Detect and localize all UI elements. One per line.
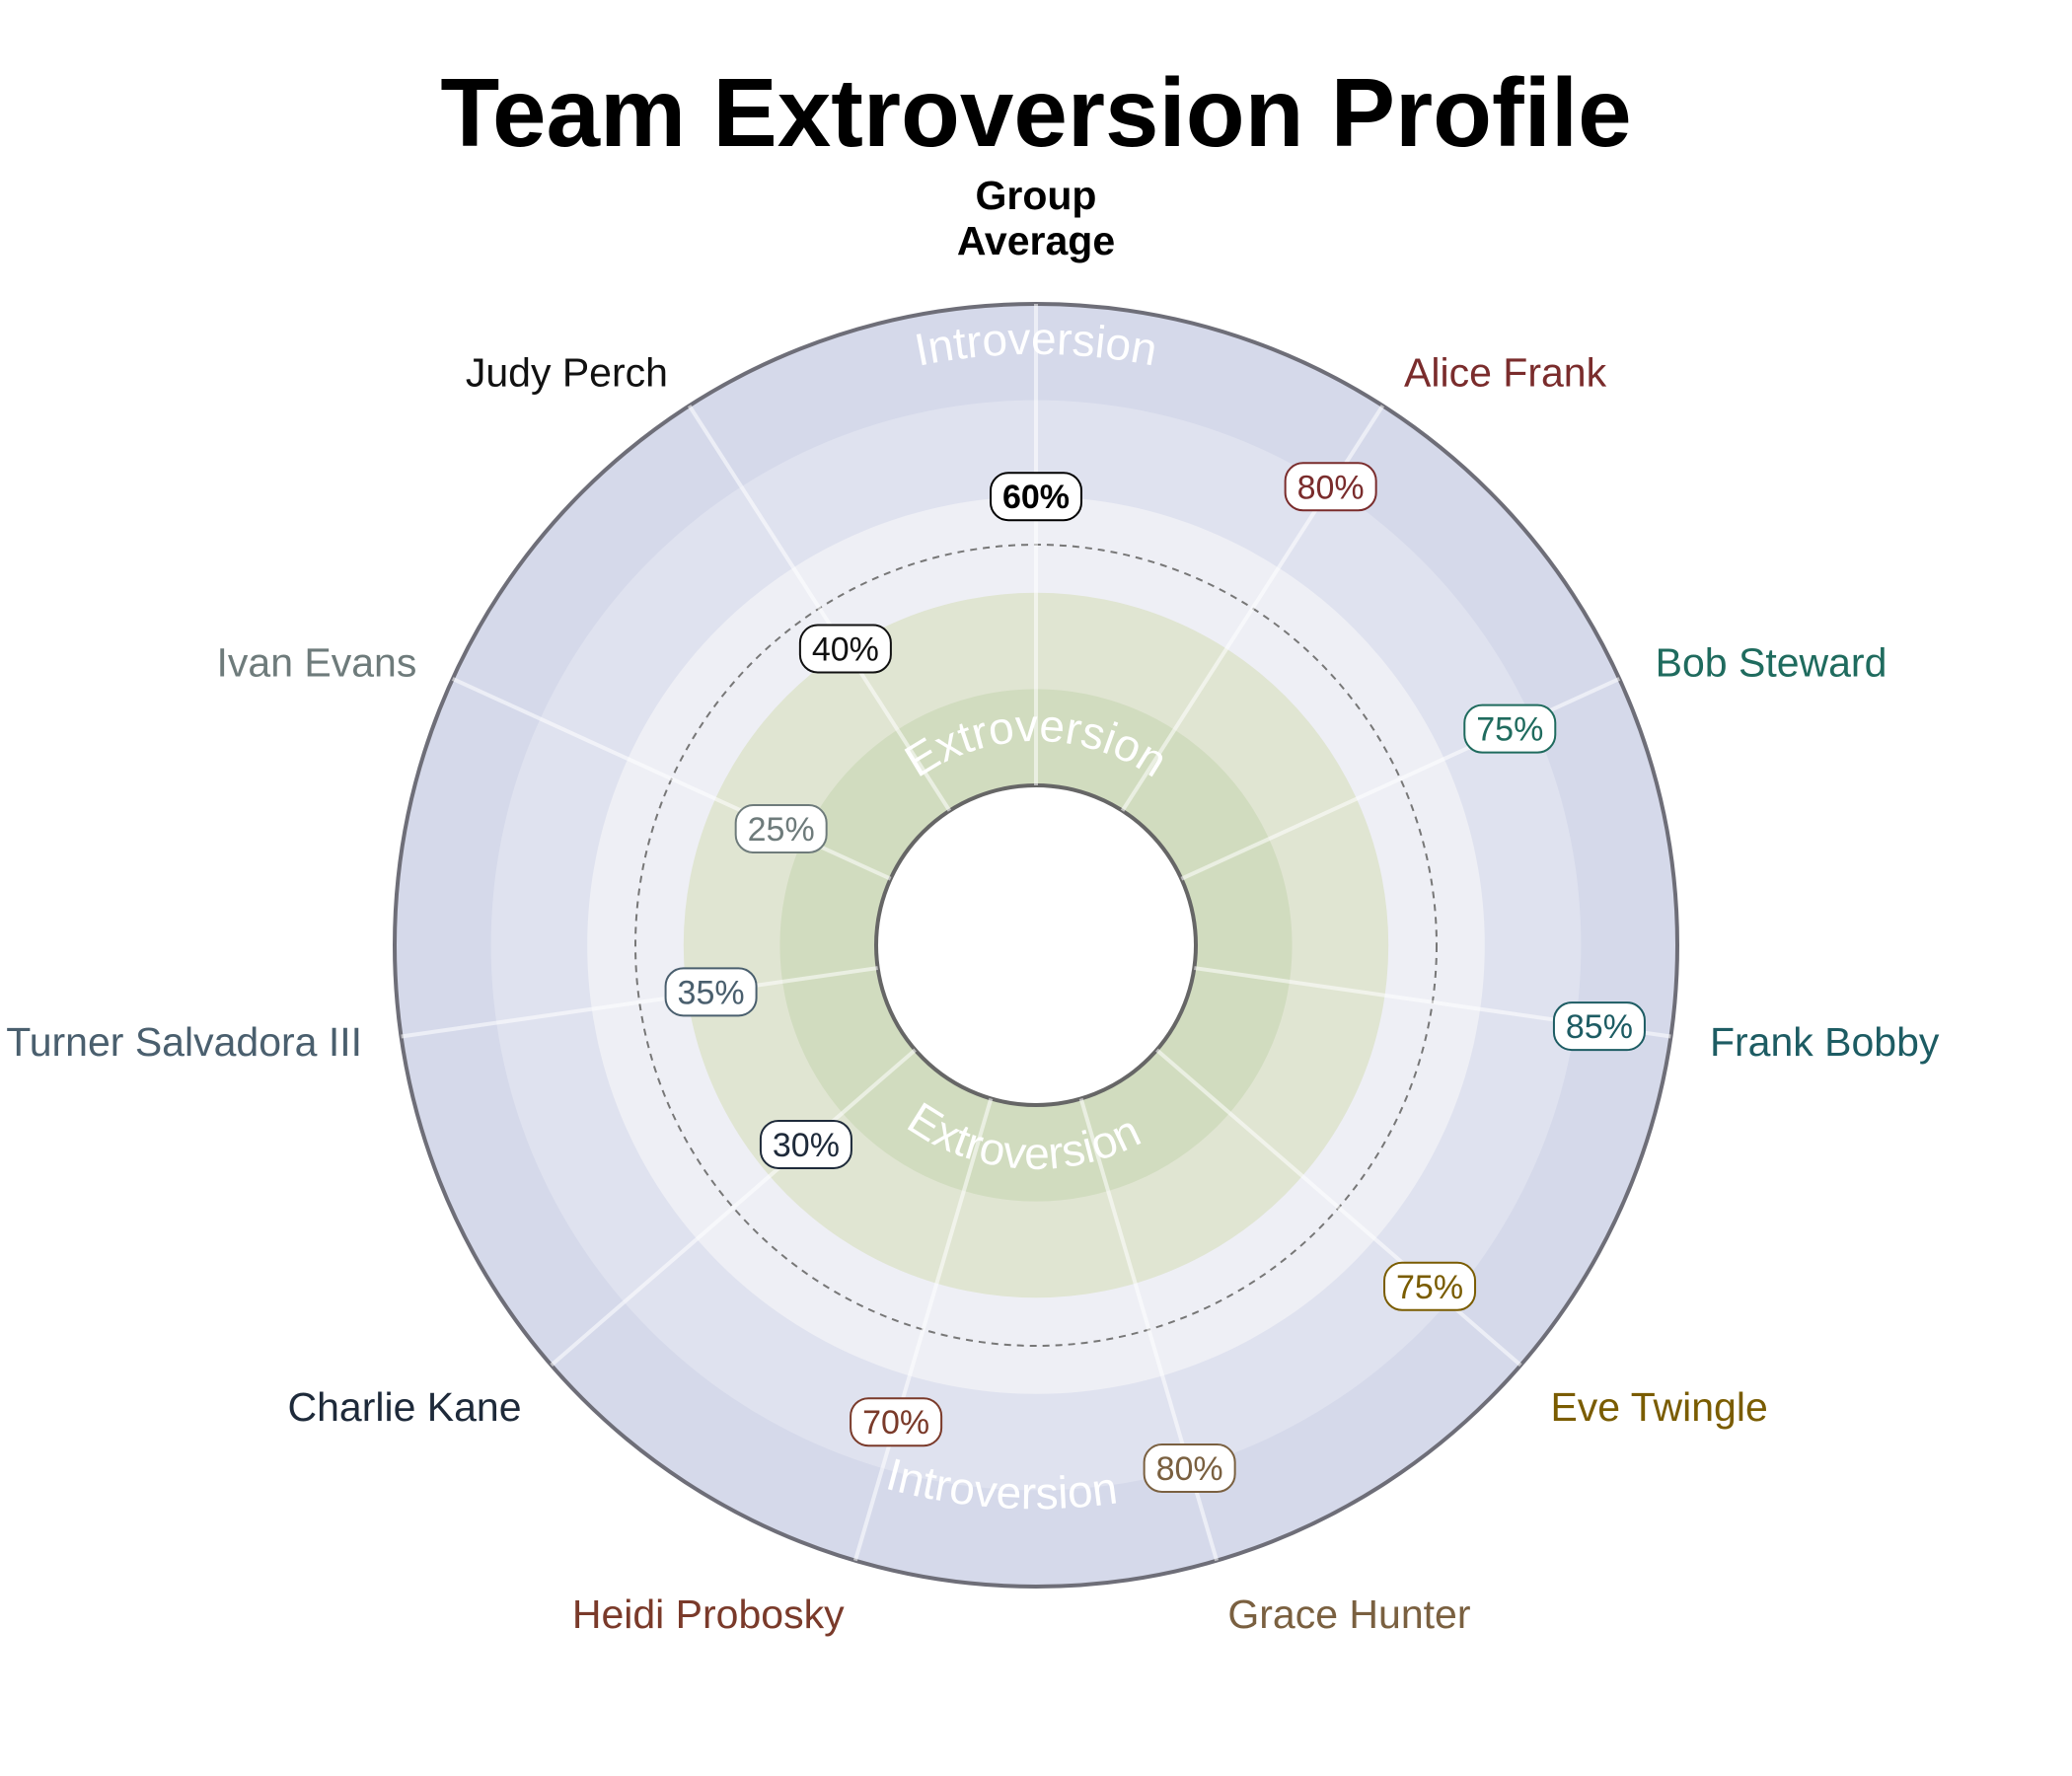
value-badge: 60% [990,472,1082,522]
value-label: 80% [1156,1450,1223,1488]
value-badge: 80% [1143,1443,1236,1494]
value-badge: 35% [664,967,758,1017]
member-name: Grace Hunter [1227,1591,1470,1637]
value-badge: 75% [1383,1261,1477,1311]
value-badge: 40% [798,624,892,674]
value-label: 80% [1297,469,1365,506]
value-label: 60% [1002,479,1070,516]
value-badge: 30% [759,1119,852,1169]
spoke-line [852,1097,994,1562]
member-name: Charlie Kane [288,1384,522,1430]
member-name: Frank Bobby [1710,1019,1940,1065]
member-name: Heidi Probosky [572,1591,845,1637]
value-badge: 85% [1552,1001,1646,1052]
value-badge: 80% [1284,462,1377,512]
member-name: Alice Frank [1404,350,1607,396]
bands-layer: IntroversionExtroversionIntroversionExtr… [393,302,1679,1589]
member-name: Group Average [957,173,1115,263]
member-name: Ted Turner Salvadora III [0,1019,362,1065]
value-label: 30% [773,1127,840,1164]
member-name: Eve Twingle [1550,1384,1767,1430]
value-badge: 70% [850,1397,943,1447]
value-label: 25% [748,811,815,849]
value-badge: 75% [1463,703,1557,754]
value-badge: 25% [734,804,828,854]
value-label: 35% [678,974,745,1011]
spoke-line [550,1048,917,1368]
center-hole [874,783,1198,1107]
value-label: 75% [1396,1269,1463,1306]
spoke-line [401,966,878,1039]
member-name: Bob Steward [1656,639,1887,685]
value-label: 40% [812,631,879,669]
member-name: Judy Perch [466,350,668,396]
spoke-line [1155,1048,1522,1368]
value-label: 85% [1566,1008,1633,1046]
labels-layer: 60% Group Average 80% Alice Frank 75% Bob Stew… [0,173,1940,1637]
member-name: Ivan Evans [217,639,417,685]
chart-title: Team Extroversion Profile [440,58,1631,167]
value-label: 70% [862,1404,929,1442]
value-label: 75% [1476,711,1543,749]
spoke-line [687,405,952,812]
